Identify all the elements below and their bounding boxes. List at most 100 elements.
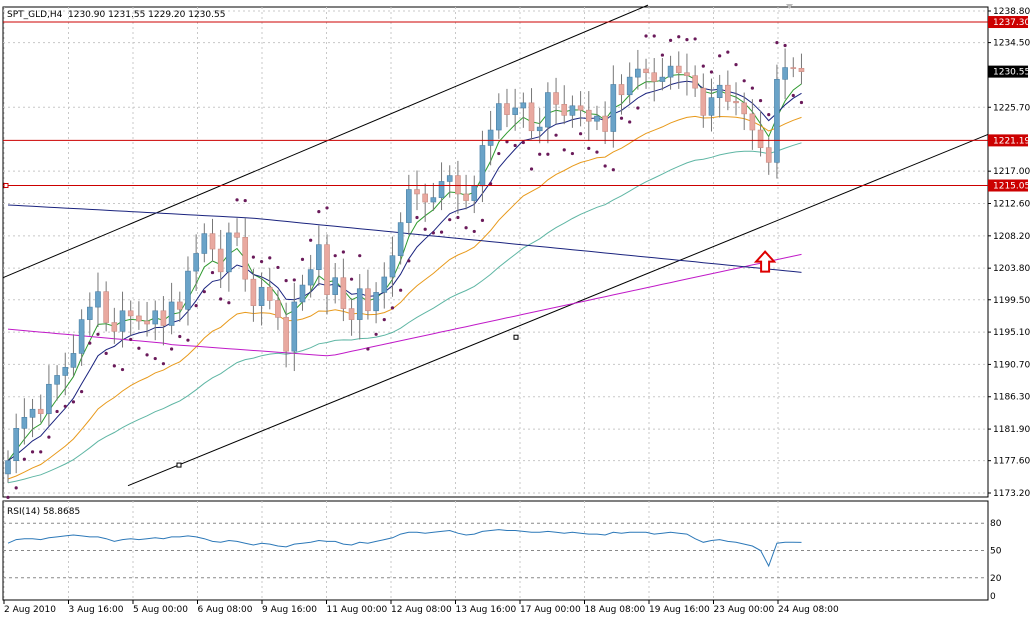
sar-point xyxy=(423,227,427,231)
x-tick-label: 18 Aug 08:00 xyxy=(585,605,646,615)
candle xyxy=(708,97,715,116)
candle xyxy=(37,408,44,414)
candle xyxy=(741,102,748,115)
price-level-tag xyxy=(988,16,1028,29)
sar-point xyxy=(644,34,648,38)
candle xyxy=(725,84,731,102)
sar-point xyxy=(276,265,280,270)
sar-point xyxy=(235,198,239,202)
sar-point xyxy=(775,40,779,45)
candle xyxy=(275,300,281,318)
candle xyxy=(258,286,265,306)
sar-point xyxy=(399,288,403,292)
candle xyxy=(512,107,518,115)
up-arrow-icon xyxy=(753,250,777,273)
sar-point xyxy=(341,250,345,254)
candle xyxy=(119,310,126,332)
price-level-label: 1215.05 xyxy=(993,182,1030,192)
sar-point xyxy=(309,238,313,242)
sar-point xyxy=(415,215,419,220)
x-tick-label: 13 Aug 16:00 xyxy=(456,605,517,615)
sar-point xyxy=(480,218,485,223)
candle xyxy=(316,244,322,270)
current-price-tag xyxy=(988,65,1028,78)
candle xyxy=(733,101,739,104)
sar-point xyxy=(538,152,542,156)
sar-point xyxy=(145,353,149,357)
candle xyxy=(348,308,355,320)
sar-point xyxy=(243,198,247,203)
candle xyxy=(70,353,77,368)
candle xyxy=(185,270,191,310)
sar-point xyxy=(619,116,624,120)
sar-point xyxy=(726,50,730,54)
sar-point xyxy=(685,38,689,42)
sar-point xyxy=(219,297,223,301)
candle xyxy=(471,185,478,201)
candle xyxy=(700,87,707,116)
candle xyxy=(62,367,69,376)
price-level-label: 1237.30 xyxy=(993,18,1030,28)
y-tick-label: 1225.70 xyxy=(993,103,1030,113)
sar-point xyxy=(6,495,10,500)
sar-point xyxy=(497,151,501,156)
sar-point xyxy=(325,206,329,210)
candle xyxy=(29,408,36,418)
sar-point xyxy=(783,43,787,48)
candle xyxy=(765,147,772,163)
sar-point xyxy=(88,341,92,345)
sar-point xyxy=(96,332,100,336)
candle xyxy=(103,291,109,323)
candle xyxy=(675,65,682,74)
sar-point xyxy=(349,277,354,281)
sar-point xyxy=(186,338,190,342)
price-level-tag xyxy=(988,134,1028,147)
candle xyxy=(455,175,461,195)
candle xyxy=(626,76,633,96)
sar-point xyxy=(63,404,67,408)
ma-magenta-line xyxy=(7,253,802,357)
candle xyxy=(667,65,674,78)
candle xyxy=(356,288,363,320)
sar-point xyxy=(382,317,386,322)
candle xyxy=(332,277,339,295)
sar-point xyxy=(562,148,566,152)
candle xyxy=(160,310,167,326)
sar-point xyxy=(431,231,435,235)
sar-point xyxy=(456,215,460,220)
rsi-level-label: 80 xyxy=(990,519,1002,529)
sar-point xyxy=(14,486,18,490)
y-tick-label: 1238.80 xyxy=(993,7,1030,17)
sar-point xyxy=(71,400,76,404)
sar-point xyxy=(178,334,182,339)
sar-point xyxy=(595,150,599,154)
x-tick-label: 12 Aug 08:00 xyxy=(391,605,452,615)
x-tick-label: 11 Aug 00:00 xyxy=(327,605,388,615)
candle xyxy=(397,222,404,256)
y-tick-label: 1199.50 xyxy=(993,296,1030,306)
candle xyxy=(13,428,19,461)
candle xyxy=(406,189,412,223)
sar-point xyxy=(112,364,116,368)
y-tick-label: 1177.60 xyxy=(993,457,1030,467)
candle xyxy=(283,317,289,352)
candle xyxy=(528,102,535,132)
candle xyxy=(234,232,240,238)
sar-point xyxy=(750,86,754,90)
candle xyxy=(365,288,371,312)
sar-point xyxy=(521,140,525,145)
sar-point xyxy=(652,34,656,38)
candle xyxy=(757,129,764,148)
x-tick-label: 6 Aug 08:00 xyxy=(198,605,253,615)
candle xyxy=(201,233,208,254)
y-tick-label: 1186.30 xyxy=(993,393,1030,403)
candle xyxy=(659,76,666,82)
sar-point xyxy=(39,450,43,454)
sar-point xyxy=(718,54,722,58)
sar-point xyxy=(628,120,632,124)
y-tick-label: 1212.60 xyxy=(993,200,1030,210)
y-tick-label: 1195.10 xyxy=(993,328,1030,338)
sar-point xyxy=(489,182,493,186)
candle xyxy=(176,301,183,310)
sar-point xyxy=(374,332,378,336)
